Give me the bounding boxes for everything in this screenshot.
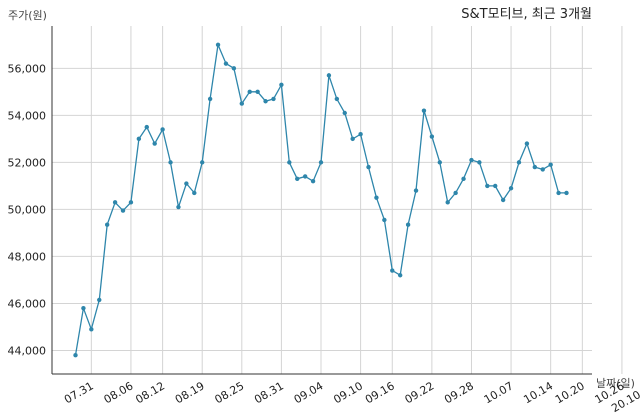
data-point: [263, 99, 268, 104]
data-point: [508, 186, 514, 191]
data-point: [152, 141, 157, 146]
data-point: [160, 127, 165, 132]
data-point: [247, 89, 252, 95]
data-point: [310, 178, 316, 184]
y-tick-label: 48,000: [8, 250, 47, 263]
x-tick-label: 08.19: [173, 379, 207, 406]
data-point: [429, 134, 435, 139]
data-point: [524, 141, 530, 146]
data-point: [255, 89, 260, 95]
y-tick-label: 46,000: [8, 297, 47, 310]
x-tick-label: 08.12: [133, 379, 167, 406]
data-point: [326, 73, 332, 78]
data-point: [279, 82, 284, 87]
y-axis-label: 주가(원): [8, 9, 47, 22]
x-tick-label: 10.14: [521, 379, 555, 406]
data-point: [302, 174, 308, 179]
x-tick-label: 08.31: [252, 379, 286, 406]
data-point: [318, 160, 324, 165]
data-point: [239, 101, 245, 106]
data-point: [390, 268, 395, 273]
data-point: [97, 297, 102, 303]
data-point: [564, 190, 569, 196]
y-tick-label: 44,000: [8, 344, 47, 357]
data-point: [128, 200, 134, 205]
y-tick-label: 52,000: [8, 156, 47, 169]
data-point: [89, 327, 94, 332]
x-axis-label: 날짜(일): [596, 376, 635, 390]
x-tick-label: 09.04: [292, 379, 326, 406]
data-point: [136, 136, 142, 142]
y-tick-label: 50,000: [8, 203, 47, 216]
chart-title: S&T모티브, 최근 3개월: [461, 7, 592, 22]
x-tick-label: 09.10: [331, 379, 365, 406]
x-tick-label: 10.07: [482, 379, 516, 406]
data-point: [397, 273, 403, 278]
data-point: [223, 61, 229, 66]
data-point: [548, 162, 553, 167]
data-point: [192, 190, 197, 196]
data-point: [104, 222, 110, 227]
data-point: [342, 110, 347, 116]
data-point: [176, 204, 181, 210]
data-point: [207, 96, 213, 102]
data-point: [445, 200, 450, 205]
data-point: [516, 160, 522, 165]
data-point: [453, 190, 458, 196]
data-point: [112, 200, 118, 205]
data-point: [485, 183, 490, 189]
data-point: [532, 164, 538, 170]
x-tick-label: 08.25: [213, 379, 247, 406]
data-point: [200, 160, 205, 165]
grid-layer: [52, 26, 623, 374]
x-tick-label: 09.16: [363, 379, 397, 406]
y-tick-label: 56,000: [8, 62, 47, 75]
x-tick-label: 10.20: [553, 379, 587, 406]
data-point: [477, 160, 482, 165]
data-point: [493, 183, 498, 189]
data-point: [366, 164, 371, 170]
data-point: [382, 217, 387, 223]
data-point: [374, 195, 379, 200]
x-tick-label: 08.06: [102, 379, 136, 406]
data-point: [120, 208, 126, 213]
axis-layer: [51, 26, 592, 375]
data-point: [295, 176, 300, 182]
data-point: [358, 131, 363, 137]
data-point: [81, 305, 86, 311]
data-point: [461, 176, 466, 182]
y-tick-label: 54,000: [8, 109, 47, 122]
data-point: [540, 167, 545, 172]
data-point: [413, 188, 419, 193]
data-point: [215, 42, 221, 48]
data-point: [73, 352, 78, 358]
data-point: [469, 157, 474, 163]
data-point: [421, 108, 427, 113]
data-point: [287, 160, 292, 165]
x-tick-label: 09.28: [442, 379, 476, 406]
data-point: [334, 96, 340, 102]
data-point: [350, 136, 355, 142]
data-point: [184, 181, 189, 186]
data-point: [231, 66, 237, 71]
series-layer: [73, 42, 569, 358]
data-point: [500, 197, 506, 203]
x-tick-label: 07.31: [62, 379, 96, 406]
data-point: [144, 124, 149, 130]
data-point: [405, 222, 411, 227]
data-point: [437, 160, 442, 165]
data-point: [556, 190, 561, 196]
data-point: [168, 160, 173, 165]
x-tick-label: 09.22: [403, 379, 437, 406]
data-point: [271, 96, 276, 102]
